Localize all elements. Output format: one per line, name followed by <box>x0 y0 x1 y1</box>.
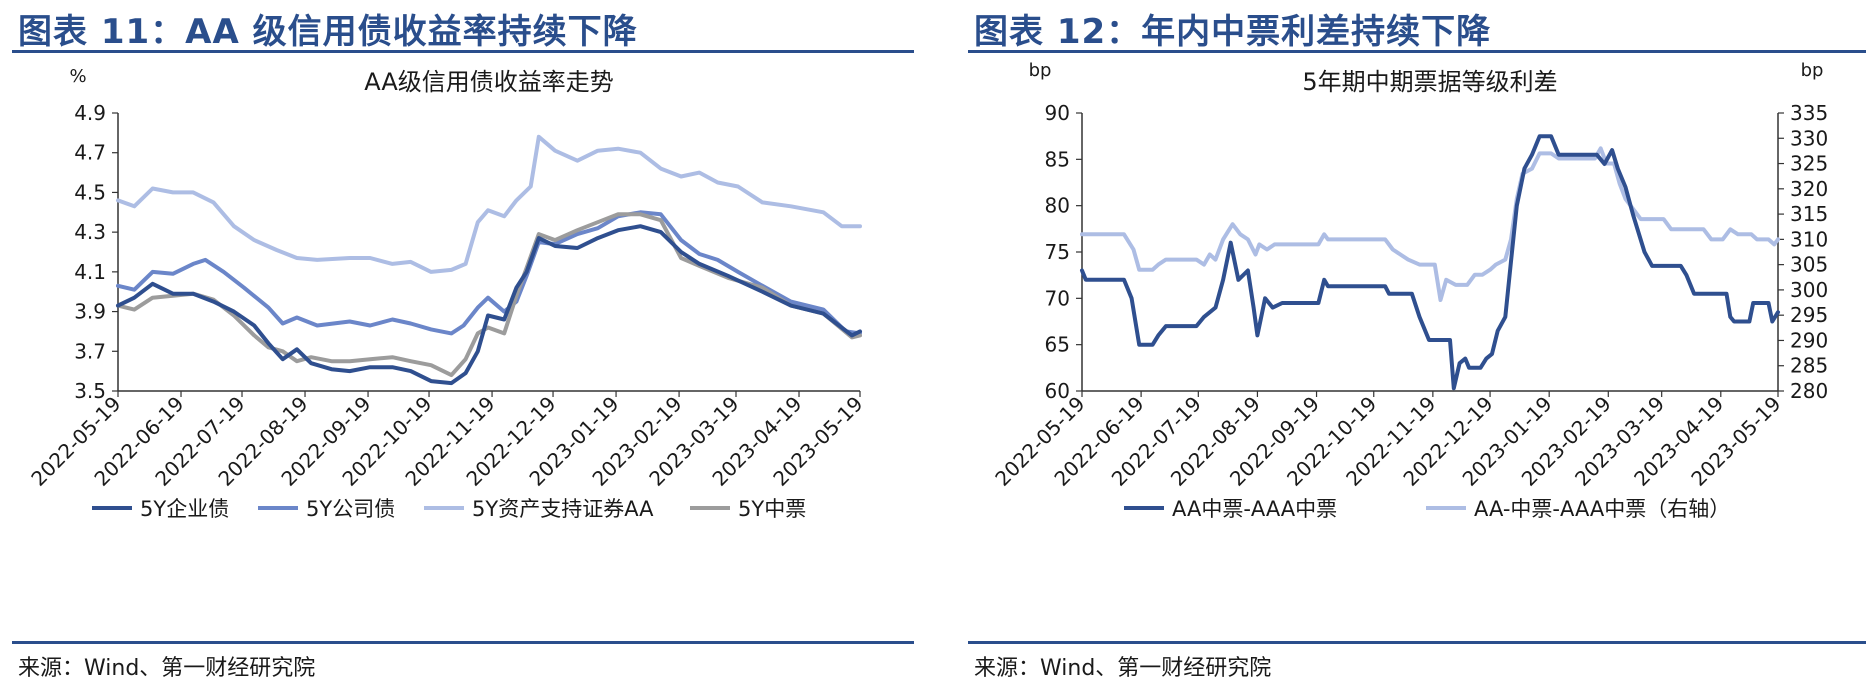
legend-label-1: AA中票-AAA中票 <box>1172 497 1337 521</box>
chart-title: 5年期中期票据等级利差 <box>1302 68 1557 96</box>
legend-label-1: 5Y企业债 <box>140 497 229 521</box>
y2-tick-label: 295 <box>1790 303 1828 327</box>
legend-label-2: 5Y公司债 <box>306 497 395 521</box>
y2-axis-unit: bp <box>1801 60 1824 81</box>
y-tick-label: 3.9 <box>74 300 106 324</box>
title-rule <box>968 50 1866 53</box>
legend-label-4: 5Y中票 <box>738 497 806 521</box>
y2-tick-label: 310 <box>1790 227 1828 251</box>
y2-tick-label: 285 <box>1790 354 1828 378</box>
source-rule <box>12 641 914 644</box>
y-tick-label: 80 <box>1045 194 1070 218</box>
y-axis-unit: bp <box>1029 60 1052 81</box>
chart-yield-trend: AA级信用债收益率走势%3.53.73.94.14.34.54.74.92022… <box>26 66 867 521</box>
y-tick-label: 65 <box>1045 333 1070 357</box>
figure-title: 图表 11：AA 级信用债收益率持续下降 <box>18 12 638 52</box>
y-tick-label: 70 <box>1045 286 1070 310</box>
y-tick-label: 4.5 <box>74 180 106 204</box>
series-line-2 <box>1080 146 1780 302</box>
figure-12: 图表 12：年内中票利差持续下降 5年期中期票据等级利差 bp bp 60 65 70 75… <box>956 0 1872 686</box>
y-tick-label: 85 <box>1045 147 1070 171</box>
series-line-4 <box>116 212 862 378</box>
y2-tick-label: 290 <box>1790 328 1828 352</box>
y-tick-label: 90 <box>1045 101 1070 125</box>
y2-tick-label: 315 <box>1790 202 1828 226</box>
series-line-1 <box>116 224 862 386</box>
figure-11: 图表 11：AA 级信用债收益率持续下降 AA级信用债收益率走势% 3.5 3.7 3… <box>0 0 920 686</box>
series-line-3 <box>116 134 862 274</box>
y-tick-label: 3.7 <box>74 339 106 363</box>
y-tick-label: 4.9 <box>74 101 106 125</box>
figure-title: 图表 12：年内中票利差持续下降 <box>974 12 1492 52</box>
legend-label-3: 5Y资产支持证券AA <box>472 497 654 521</box>
y-tick-label: 4.1 <box>74 260 106 284</box>
y-tick-label: 60 <box>1045 379 1070 403</box>
y2-tick-label: 280 <box>1790 379 1828 403</box>
series-line-1 <box>1080 134 1780 391</box>
source-rule <box>968 641 1866 644</box>
y2-tick-label: 320 <box>1790 177 1828 201</box>
y2-tick-label: 300 <box>1790 278 1828 302</box>
source-note: 来源：Wind、第一财经研究院 <box>974 656 1272 681</box>
series-line-2 <box>116 210 862 336</box>
y2-tick-label: 305 <box>1790 253 1828 277</box>
source-note: 来源：Wind、第一财经研究院 <box>18 656 316 681</box>
y-tick-label: 75 <box>1045 240 1070 264</box>
chart-spread: 5年期中期票据等级利差 bp bp 60 65 70 75 80 85 90 28028529029… <box>990 60 1828 521</box>
y-tick-label: 4.7 <box>74 141 106 165</box>
y2-tick-label: 325 <box>1790 152 1828 176</box>
y-tick-label: 4.3 <box>74 220 106 244</box>
y2-tick-label: 330 <box>1790 126 1828 150</box>
title-rule <box>12 50 914 53</box>
y-axis-unit: % <box>69 66 86 87</box>
y-tick-label: 3.5 <box>74 379 106 403</box>
legend-label-2: AA-中票-AAA中票（右轴） <box>1474 497 1730 521</box>
y2-tick-label: 335 <box>1790 101 1828 125</box>
chart-title: AA级信用债收益率走势 <box>364 68 614 96</box>
